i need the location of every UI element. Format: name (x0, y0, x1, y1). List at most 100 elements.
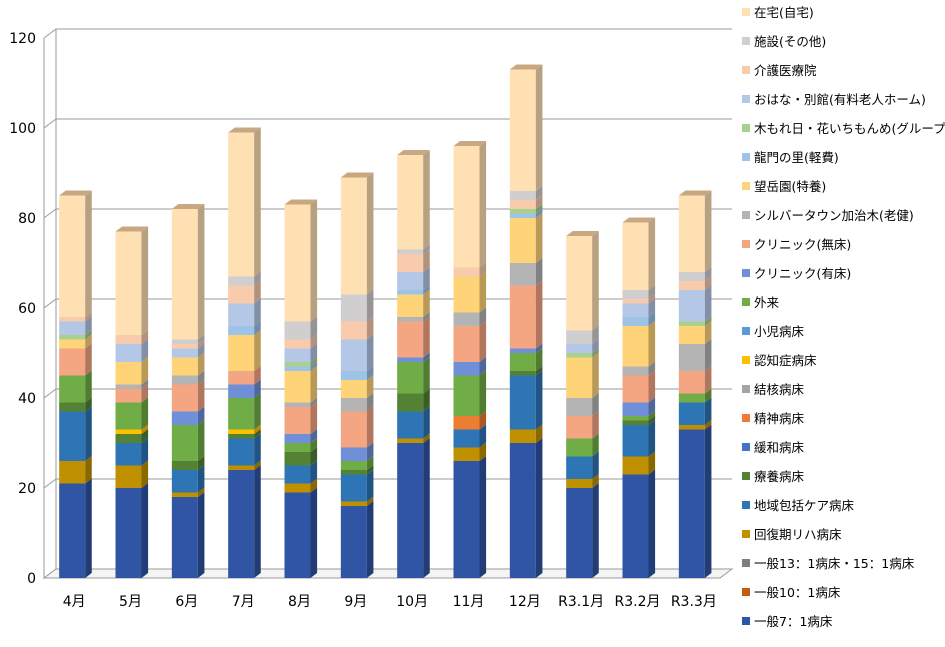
bar-segment (228, 298, 261, 326)
bar-side (366, 442, 374, 461)
bar-segment (566, 483, 599, 578)
legend-item: 在宅(自宅) (742, 5, 814, 20)
bar-segment (622, 217, 656, 290)
bar-front (622, 290, 649, 299)
bar-side (197, 406, 205, 425)
bar-front (566, 330, 593, 344)
bar-front (59, 317, 86, 322)
legend-label: 龍門の里(軽費) (754, 150, 839, 165)
bar-segment (59, 478, 92, 578)
legend-swatch (742, 298, 750, 306)
bar-front (678, 402, 705, 425)
bar-front (171, 209, 198, 340)
bar-side (423, 438, 430, 578)
bar-front (115, 443, 142, 466)
bar-side (310, 487, 318, 578)
bar-side (648, 298, 656, 317)
legend-swatch (742, 269, 750, 277)
bar-side (704, 339, 712, 371)
bar-front (59, 195, 86, 317)
legend-label: クリニック(無床) (754, 237, 851, 252)
bar-segment (509, 64, 543, 191)
bar-segment (453, 262, 487, 277)
y-tick-label: 20 (18, 481, 36, 497)
bar-front (115, 488, 142, 578)
legend-label: おはな・別館(有料老人ホーム) (754, 92, 926, 107)
bar-side (704, 397, 712, 425)
legend-item: クリニック(有床) (742, 266, 851, 281)
bar-top (115, 226, 149, 232)
bar-front (509, 263, 536, 286)
bar-front (340, 294, 367, 322)
x-tick-label: 7月 (232, 594, 255, 610)
bar-front (509, 191, 536, 200)
bar-side (648, 217, 656, 290)
bar-side (704, 267, 712, 281)
bar-front (340, 461, 367, 470)
bar-segment (340, 366, 374, 380)
bar-side (366, 375, 374, 398)
bar-side (704, 424, 712, 578)
legend-label: 小児病床 (754, 324, 805, 339)
legend-swatch (742, 501, 750, 509)
bar-front (59, 411, 86, 461)
bar-segment (284, 478, 318, 493)
bar-front (509, 429, 536, 443)
bar-segment (453, 357, 487, 376)
bar-side (85, 334, 92, 349)
bar-front (228, 398, 255, 430)
bar-segment (678, 388, 712, 403)
bar-side (141, 379, 149, 389)
bar-front (622, 416, 649, 421)
bar-side (254, 280, 261, 304)
bar-side (197, 456, 205, 470)
bar-front (566, 479, 593, 488)
bar-segment (453, 307, 487, 326)
bar-segment (622, 370, 656, 403)
bar-side (648, 370, 656, 403)
bar-side (254, 393, 261, 430)
bar-front (397, 294, 424, 317)
bar-front (453, 429, 480, 448)
bar-top (678, 190, 712, 196)
bar-segment (284, 397, 318, 407)
bar-segment (171, 339, 205, 349)
bar-side (310, 357, 318, 367)
bar-front (340, 470, 367, 475)
bar-segment (228, 460, 261, 470)
bar-side (423, 433, 430, 443)
bar-front (59, 375, 86, 403)
legend-swatch (742, 617, 750, 625)
bar-segment (284, 361, 318, 371)
bar-segment (622, 285, 656, 299)
bar-front (509, 213, 536, 218)
legend-label: 地域包括ケア病床 (754, 498, 855, 513)
legend-item: クリニック(無床) (742, 237, 851, 252)
legend-swatch (742, 8, 750, 16)
bar-side (704, 388, 712, 403)
bar-segment (115, 379, 149, 389)
bar-front (59, 402, 86, 412)
bar-segment (228, 465, 261, 578)
bar-side (254, 433, 261, 466)
bar-segment (509, 258, 543, 286)
bar-front (284, 492, 311, 578)
bar-segment (453, 370, 487, 416)
legend-label: 外来 (754, 295, 780, 310)
bar-front (284, 452, 311, 466)
bar-side (423, 316, 430, 358)
bar-side (479, 307, 487, 326)
bar-side (423, 406, 430, 439)
bar-segment (566, 231, 599, 331)
bar-front (397, 438, 424, 443)
bar-side (366, 316, 374, 340)
legend-label: クリニック(有床) (754, 266, 851, 281)
bar-side (141, 330, 149, 344)
bar-segment (340, 172, 374, 295)
bar-front (397, 411, 424, 439)
bar-front (622, 326, 649, 367)
bar-segment (678, 321, 712, 344)
bar-front (622, 402, 649, 416)
bar-segment (566, 474, 599, 488)
legend-item: おはな・別館(有料老人ホーム) (742, 92, 926, 107)
